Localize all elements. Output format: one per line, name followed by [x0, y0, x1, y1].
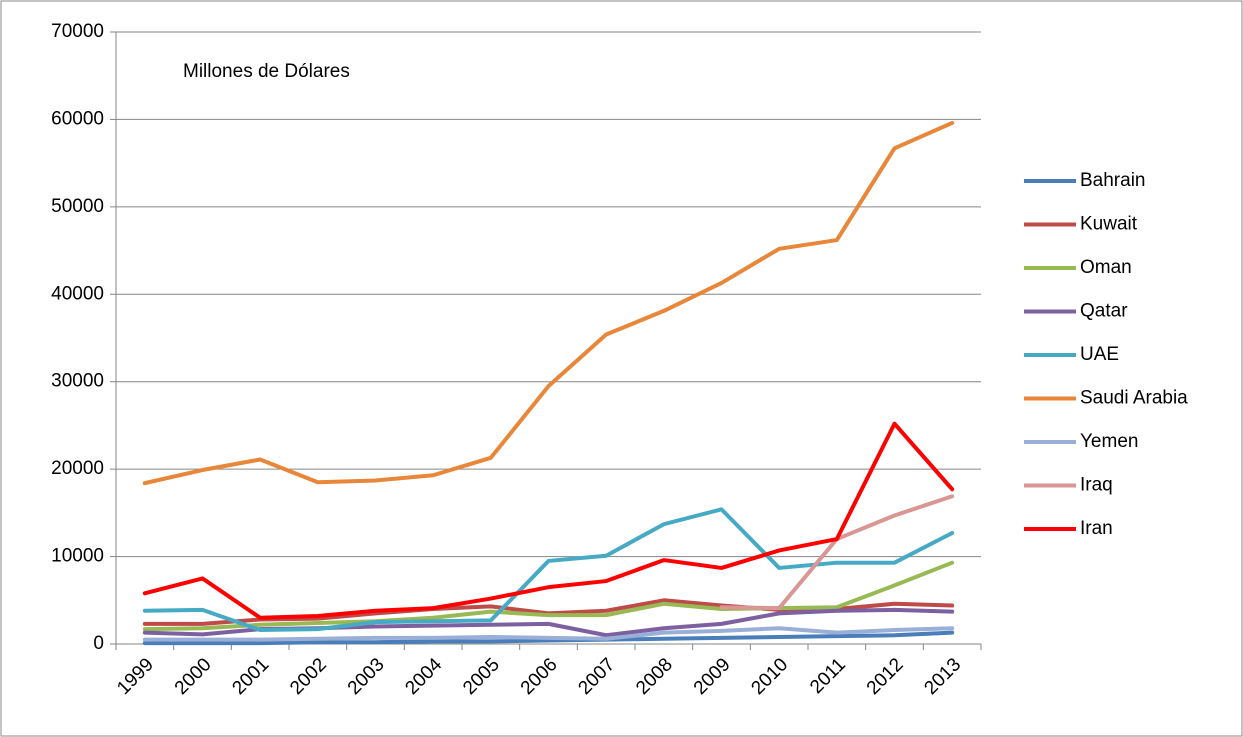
legend-label: Saudi Arabia — [1080, 388, 1188, 409]
legend-label: Yemen — [1080, 431, 1138, 452]
legend-label: Kuwait — [1080, 214, 1138, 235]
annotation: Millones de Dólares — [183, 61, 350, 82]
y-tick-label: 40000 — [51, 283, 104, 304]
legend-label: Bahrain — [1080, 170, 1146, 191]
legend-label: UAE — [1080, 344, 1119, 365]
legend-label: Iraq — [1080, 475, 1113, 496]
y-tick-label: 10000 — [51, 546, 104, 567]
y-tick-label: 20000 — [51, 458, 104, 479]
legend-label: Oman — [1080, 257, 1132, 278]
legend-label: Iran — [1080, 518, 1113, 539]
series-line — [142, 120, 955, 486]
y-tick-label: 30000 — [51, 371, 104, 392]
series-line — [142, 560, 955, 632]
y-tick-label: 60000 — [51, 108, 104, 129]
series-line — [142, 421, 955, 620]
legend-label: Qatar — [1080, 301, 1128, 322]
y-tick-label: 70000 — [51, 21, 104, 42]
y-tick-label: 0 — [93, 633, 104, 654]
series-line — [142, 626, 955, 642]
y-tick-label: 50000 — [51, 196, 104, 217]
series-line — [142, 630, 955, 646]
